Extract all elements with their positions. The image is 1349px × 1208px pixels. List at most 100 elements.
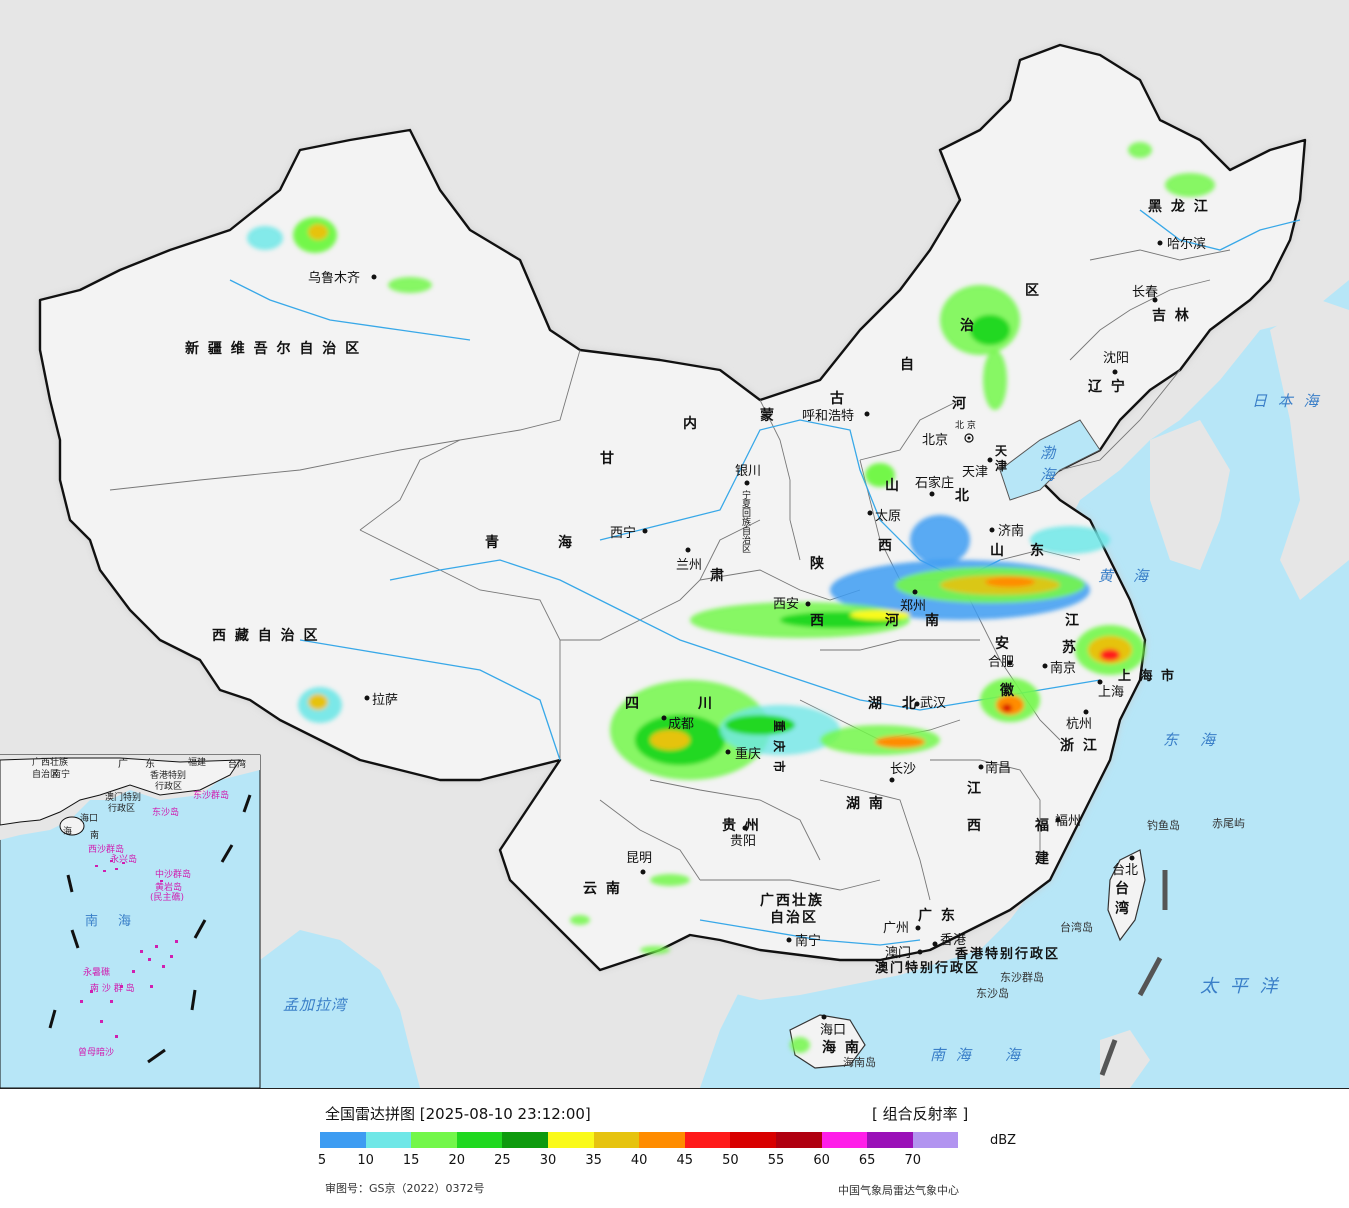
city-labels: 乌鲁木齐 拉萨 西宁 兰州 银川 呼和浩特 北京 天津 石家庄 太原 西安 郑州… [308,236,1206,1038]
island-chiwei: 赤尾屿 [1212,817,1245,830]
label-xizang: 西 藏 自 治 区 [212,627,320,644]
label-guizhou: 贵 州 [722,817,761,834]
sea-bohai-2: 海 [1040,466,1058,484]
city-shijiazhuang: 石家庄 [915,475,954,491]
scale-swatch [639,1132,685,1148]
inset-hk-1: 香港特别 [150,769,186,781]
label-heilongjiang: 黑 龙 江 [1148,198,1210,215]
inset-hk-2: 行政区 [155,780,182,792]
label-henan-1: 河 [885,612,901,629]
taiwan-island [1107,849,1146,942]
label-hebei-1: 河 [952,395,968,412]
island-dongsha-group: 东沙群岛 [1000,970,1044,984]
inset-yongxing: 永兴岛 [110,853,137,865]
label-neimenggu-2: 蒙 [760,407,776,424]
label-tianjin-1: 天 [995,444,1009,458]
label-taiwan-1: 台 [1115,880,1131,897]
label-shaanxi-1: 陕 [810,555,826,572]
label-chongqing: 重 庆 市 [772,720,787,774]
south-china-sea-inset[interactable]: 广西壮族 自治区 广 东 福建 台湾 南宁 香港特别 行政区 澳门特别 行政区 … [0,754,261,1088]
city-hefei: 合肥 [988,655,1014,670]
bay-of-bengal [260,930,420,1088]
inset-macao-2: 行政区 [108,802,135,814]
city-fuzhou: 福州 [1055,814,1081,829]
label-shandong-1: 山 [990,543,1006,559]
product-name: [ 组合反射率 ] [872,1105,969,1123]
scale-tick: 10 [357,1153,374,1168]
sea-bengal: 孟加拉湾 [283,996,349,1014]
label-shanxi-1: 山 [885,478,901,494]
city-lanzhou: 兰州 [676,558,702,573]
china-land [38,43,1307,972]
scale-tick: 55 [767,1153,785,1168]
inset-guangxi-1: 广西壮族 [32,756,68,768]
sea-yellow-1: 黄 [1098,567,1116,585]
legend-panel: 全国雷达拼图 [2025-08-10 23:12:00] [ 组合反射率 ] d… [0,1089,1349,1208]
label-beijing: 北 京 [955,419,976,431]
scale-swatch [730,1132,776,1148]
label-hongkong: 香港特别行政区 [954,946,1060,962]
label-taiwan-2: 湾 [1115,900,1131,917]
inset-haikou: 海口 [80,812,98,824]
inset-zhongsha: 中沙群岛 [155,868,191,880]
label-qinghai-2: 海 [558,534,574,551]
inset-guangdong-2: 东 [145,757,155,770]
label-hubei-2: 北 [902,696,918,712]
boundary-dashes [1099,870,1168,1076]
label-sichuan-2: 川 [697,696,714,712]
inset-hainan-2: 南 [90,829,99,841]
scale-swatch [867,1132,913,1148]
city-chongqing: 重庆 [735,746,761,762]
unit-label: dBZ [990,1133,1017,1148]
city-jinan: 济南 [998,523,1024,539]
label-fujian-1: 福 [1034,817,1051,834]
inset-dongsha: 东沙岛 [152,806,179,818]
city-kunming: 昆明 [626,851,652,866]
label-ningxia: 宁夏回族自治区 [740,489,751,553]
sea-labels: 日 本 海 渤 海 黄 海 东 海 太 平 洋 南 海 海 孟加拉湾 [283,392,1322,1064]
city-taipei: 台北 [1112,863,1138,878]
label-jilin: 吉 林 [1152,307,1191,324]
china-radar-map[interactable]: 新 疆 维 吾 尔 自 治 区 西 藏 自 治 区 青 海 甘 肃 内 蒙 古 … [0,0,1349,1089]
city-hangzhou: 杭州 [1066,717,1092,732]
inset-sea-2: 海 [118,914,131,929]
city-guangzhou: 广州 [883,921,909,936]
scale-tick: 70 [904,1153,922,1168]
city-wuhan: 武汉 [920,696,946,711]
label-jiangsu-2: 苏 [1062,639,1078,656]
inset-nansha: 南 沙 群 岛 [90,982,135,994]
scale-swatch [456,1132,503,1148]
scale-tick: 40 [630,1153,648,1168]
inset-macao-1: 澳门特别 [105,791,141,803]
city-macao: 澳门 [885,945,911,961]
sea-south-china-2: 海 [1005,1046,1023,1064]
scale-tick: 50 [722,1153,739,1168]
scale-swatch [502,1132,548,1148]
city-harbin: 哈尔滨 [1167,236,1206,252]
scale-swatch [593,1132,640,1148]
scale-swatch [411,1132,457,1148]
bohai-sea [999,419,1101,501]
label-sichuan-1: 四 [625,696,641,712]
scale-tick: 65 [858,1153,876,1168]
label-gansu-1: 甘 [600,450,616,467]
label-neimenggu-4: 自 [900,356,916,373]
label-jiangsu-1: 江 [1065,612,1081,629]
scale-tick: 5 [317,1153,327,1168]
city-haikou: 海口 [820,1023,846,1038]
organization: 中国气象局雷达气象中心 [838,1184,959,1197]
inset-yongshu: 永暑礁 [83,966,110,978]
city-shanghai: 上海 [1098,685,1124,700]
label-neimenggu-6: 区 [1025,283,1041,299]
sea-japan: 日 本 海 [1252,392,1322,410]
label-hebei-2: 北 [955,488,971,504]
city-nanjing: 南京 [1050,660,1076,676]
inset-guangdong-1: 广 [118,758,128,770]
city-urumqi: 乌鲁木齐 [308,270,360,286]
scale-tick: 30 [539,1153,557,1168]
inset-taiwan: 台湾 [228,758,246,770]
label-xinjiang: 新 疆 维 吾 尔 自 治 区 [185,340,361,357]
island-dongsha: 东沙岛 [976,986,1009,1000]
scale-swatch [320,1132,366,1148]
